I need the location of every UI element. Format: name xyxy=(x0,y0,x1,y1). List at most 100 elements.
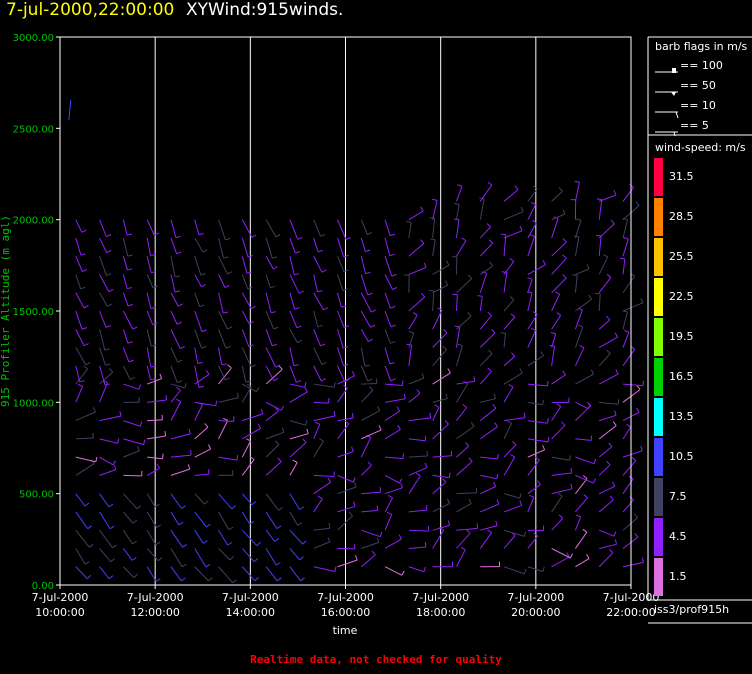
barb-feather xyxy=(300,577,305,582)
barb-shaft xyxy=(313,401,329,404)
barb-feather xyxy=(106,234,112,237)
wind-barb xyxy=(527,260,546,275)
wind-barb xyxy=(123,446,140,458)
barb-shaft xyxy=(479,332,496,348)
barb-feather xyxy=(333,382,336,388)
barb-shaft xyxy=(99,511,111,529)
wind-barb xyxy=(551,254,567,275)
wind-barb xyxy=(75,529,94,548)
wind-barb xyxy=(575,494,588,513)
barb-shaft xyxy=(527,449,545,458)
wind-barb xyxy=(170,548,187,568)
barb-shaft xyxy=(122,219,128,236)
wind-barb xyxy=(598,369,619,385)
barb-feather xyxy=(606,315,611,321)
barb-shaft xyxy=(598,373,619,385)
barb-shaft xyxy=(551,556,570,568)
barb-feather xyxy=(615,369,619,375)
wind-barb xyxy=(456,529,471,549)
barb-shaft xyxy=(265,274,271,288)
barb-feather xyxy=(225,237,231,241)
barb-feather xyxy=(448,472,451,478)
barb-feather xyxy=(542,399,544,405)
barb-shaft xyxy=(432,407,440,421)
wind-barb xyxy=(170,383,187,389)
barb-shaft xyxy=(170,365,178,383)
barb-feather xyxy=(593,458,597,464)
barb-feather xyxy=(390,324,396,328)
barb-shaft xyxy=(265,461,282,476)
barb-feather xyxy=(153,232,160,236)
barb-feather xyxy=(640,445,643,451)
barb-shaft xyxy=(337,375,355,385)
barb-shaft xyxy=(456,503,472,513)
wind-barb xyxy=(408,505,428,513)
barb-shaft xyxy=(265,369,283,385)
wind-barb xyxy=(480,393,496,403)
y-tick-label: 0.00 xyxy=(32,581,54,592)
barb-shaft xyxy=(456,461,473,476)
wind-barb xyxy=(146,237,156,256)
barb-shaft xyxy=(75,463,95,476)
wind-barb xyxy=(265,255,278,270)
barb-feather xyxy=(181,563,187,568)
wind-barb xyxy=(503,500,523,513)
barb-shaft xyxy=(313,329,321,347)
barb-shaft xyxy=(432,264,450,275)
barb-shaft xyxy=(241,347,252,368)
wind-barb xyxy=(432,478,447,495)
wind-barb xyxy=(241,438,252,458)
barb-shaft xyxy=(146,237,151,256)
barb-shaft xyxy=(575,478,588,494)
barb-feather xyxy=(257,423,262,429)
barb-shaft xyxy=(218,310,228,330)
barb-feather xyxy=(424,435,427,441)
barb-feather xyxy=(467,312,472,317)
barb-shaft xyxy=(622,478,634,494)
wind-barb xyxy=(596,235,602,257)
barb-shaft xyxy=(218,367,232,385)
barb-shaft xyxy=(360,554,376,568)
barb-feather xyxy=(423,566,426,572)
barb-shaft xyxy=(241,274,249,290)
barb-feather xyxy=(396,406,401,412)
barb-feather xyxy=(249,520,255,525)
wind-barb xyxy=(456,404,468,421)
barb-feather xyxy=(494,422,498,427)
barb-feather xyxy=(608,442,613,448)
barb-feather xyxy=(128,359,134,363)
barb-shaft xyxy=(218,456,237,461)
barb-shaft xyxy=(574,275,578,293)
barb-shaft xyxy=(384,347,391,365)
wind-barb xyxy=(596,198,603,220)
wind-barb xyxy=(479,271,488,293)
wind-barb xyxy=(122,548,137,561)
barb-shaft xyxy=(598,499,614,513)
wind-barb xyxy=(432,450,453,458)
barb-shaft xyxy=(265,219,277,238)
wind-barb xyxy=(313,477,332,495)
barb-legend-entry: == 10 xyxy=(655,99,716,119)
barb-feather xyxy=(254,577,259,582)
barb-feather xyxy=(529,494,535,498)
wind-barb xyxy=(265,219,281,238)
barb-shaft xyxy=(575,474,594,484)
wind-barb xyxy=(194,444,212,458)
barb-shaft xyxy=(503,566,525,575)
barb-feather xyxy=(227,271,233,275)
wind-barb xyxy=(479,197,485,220)
barb-shaft xyxy=(408,546,426,549)
barb-shaft xyxy=(122,548,133,561)
barb-feather xyxy=(95,456,98,463)
barb-feather xyxy=(593,478,596,484)
wind-barb xyxy=(360,219,373,235)
wind-barb xyxy=(360,310,376,328)
barb-feather xyxy=(432,198,438,201)
barb-shaft xyxy=(598,464,611,476)
barb-feather xyxy=(542,566,545,572)
barb-feather xyxy=(446,260,450,266)
barb-shaft xyxy=(361,429,382,440)
barb-feather xyxy=(79,380,85,383)
color-swatch xyxy=(654,518,663,556)
barb-shaft xyxy=(99,292,108,307)
